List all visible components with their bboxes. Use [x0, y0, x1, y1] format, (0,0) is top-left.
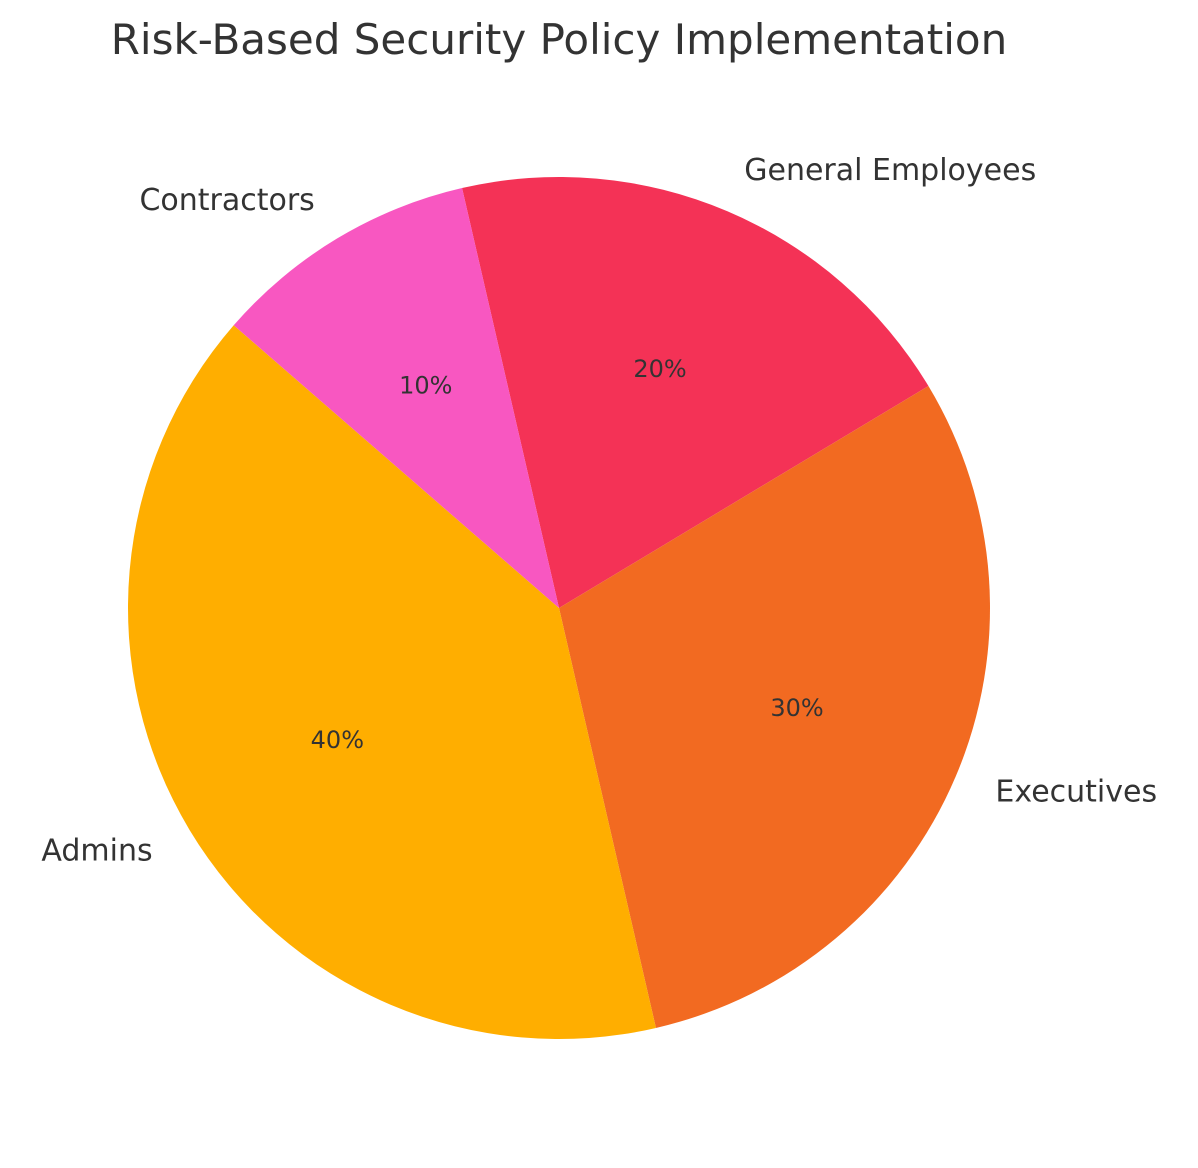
chart-title: Risk-Based Security Policy Implementatio…	[111, 15, 1007, 64]
percent-labels: 20% 30% 40% 10%	[311, 355, 824, 754]
percent-label-general-employees: 20%	[633, 355, 686, 383]
slice-label-general-employees: General Employees	[744, 153, 1036, 188]
slice-label-admins: Admins	[41, 834, 152, 869]
pie-slices	[128, 177, 990, 1040]
pie-slice-admins	[128, 325, 656, 1040]
pie-slice-contractors	[233, 188, 560, 608]
percent-label-admins: 40%	[311, 726, 364, 754]
pie-slice-executives	[559, 386, 990, 1028]
percent-label-contractors: 10%	[399, 371, 452, 399]
slice-label-executives: Executives	[995, 775, 1157, 810]
slice-labels: General Employees Executives Admins Contrac…	[41, 153, 1157, 869]
pie-slice-general-employees	[462, 177, 929, 608]
percent-label-executives: 30%	[770, 694, 823, 722]
slice-label-contractors: Contractors	[139, 183, 314, 218]
